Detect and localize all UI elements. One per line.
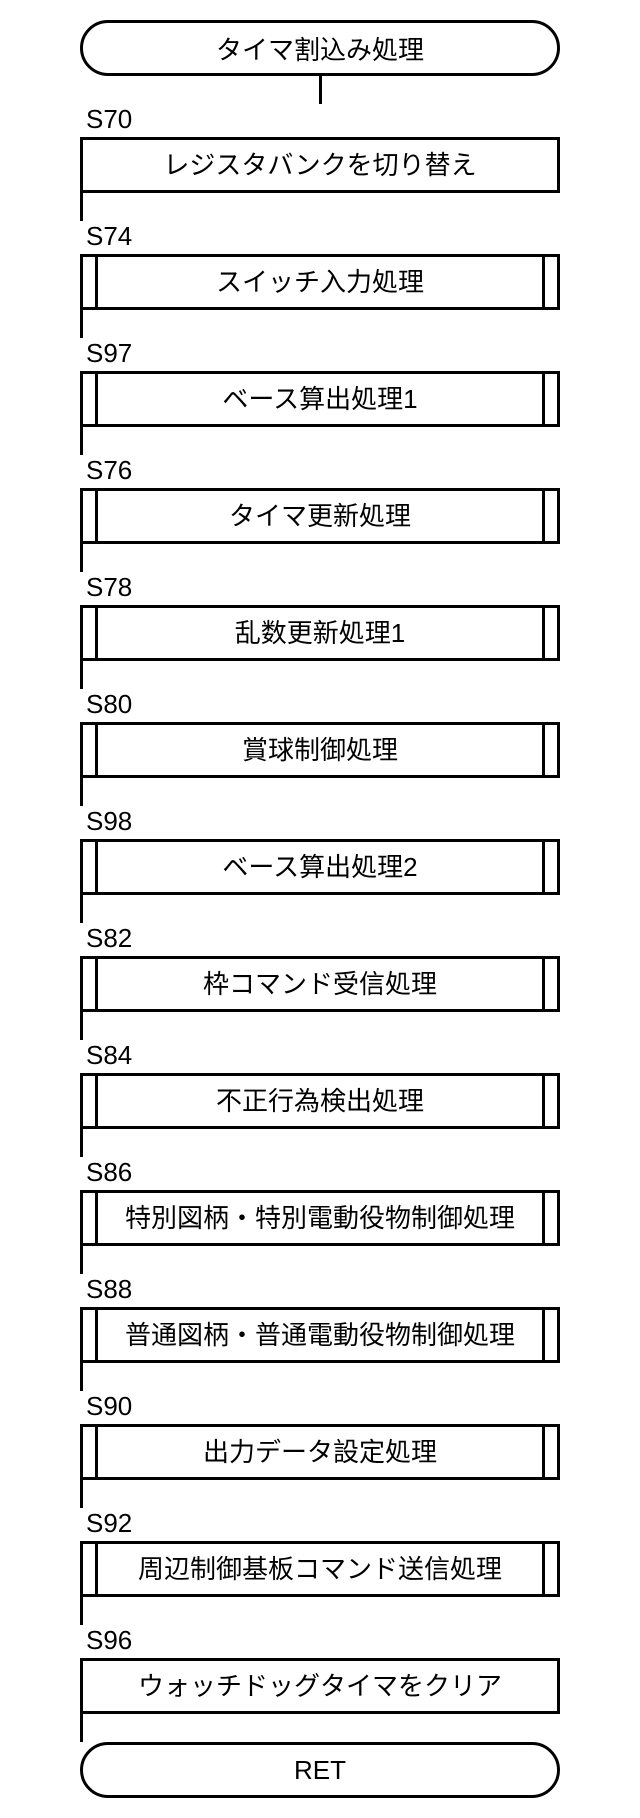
subroutine-box: 不正行為検出処理 <box>80 1073 560 1129</box>
step-label: 枠コマンド受信処理 <box>203 970 437 999</box>
subroutine-box: 特別図柄・特別電動役物制御処理 <box>80 1190 560 1246</box>
subroutine-box: 出力データ設定処理 <box>80 1424 560 1480</box>
step-id-label: S88 <box>80 1274 560 1305</box>
subroutine-box: スイッチ入力処理 <box>80 254 560 310</box>
step-group: S88 普通図柄・普通電動役物制御処理 <box>80 1274 560 1363</box>
connector <box>80 544 83 572</box>
terminator-end-label: RET <box>294 1755 346 1786</box>
step-id-label: S97 <box>80 338 560 369</box>
connector <box>80 310 83 338</box>
step-group: S98 ベース算出処理2 <box>80 806 560 895</box>
connector <box>80 427 83 455</box>
step-id-label: S98 <box>80 806 560 837</box>
step-id-label: S74 <box>80 221 560 252</box>
step-label: ウォッチドッグタイマをクリア <box>138 1672 502 1701</box>
connector <box>80 1597 83 1625</box>
connector <box>319 76 322 104</box>
step-id-label: S86 <box>80 1157 560 1188</box>
connector <box>80 193 83 221</box>
subroutine-box: 枠コマンド受信処理 <box>80 956 560 1012</box>
connector <box>80 1012 83 1040</box>
terminator-start-label: タイマ割込み処理 <box>216 30 424 67</box>
subroutine-box: 周辺制御基板コマンド送信処理 <box>80 1541 560 1597</box>
step-group: S70 レジスタバンクを切り替え <box>80 104 560 193</box>
process-box: レジスタバンクを切り替え <box>80 137 560 193</box>
step-label: タイマ更新処理 <box>229 502 411 531</box>
step-label: スイッチ入力処理 <box>216 268 424 297</box>
step-id-label: S90 <box>80 1391 560 1422</box>
step-id-label: S78 <box>80 572 560 603</box>
step-group: S74 スイッチ入力処理 <box>80 221 560 310</box>
step-label: ベース算出処理1 <box>222 385 417 414</box>
step-group: S90 出力データ設定処理 <box>80 1391 560 1480</box>
connector <box>80 1129 83 1157</box>
step-group: S96 ウォッチドッグタイマをクリア <box>80 1625 560 1714</box>
step-id-label: S92 <box>80 1508 560 1539</box>
step-group: S78 乱数更新処理1 <box>80 572 560 661</box>
step-label: 周辺制御基板コマンド送信処理 <box>138 1555 502 1584</box>
step-id-label: S76 <box>80 455 560 486</box>
step-group: S84 不正行為検出処理 <box>80 1040 560 1129</box>
subroutine-box: 賞球制御処理 <box>80 722 560 778</box>
subroutine-box: 乱数更新処理1 <box>80 605 560 661</box>
step-group: S76 タイマ更新処理 <box>80 455 560 544</box>
subroutine-box: ベース算出処理2 <box>80 839 560 895</box>
step-group: S82 枠コマンド受信処理 <box>80 923 560 1012</box>
connector <box>80 895 83 923</box>
subroutine-box: 普通図柄・普通電動役物制御処理 <box>80 1307 560 1363</box>
subroutine-box: ベース算出処理1 <box>80 371 560 427</box>
step-label: 普通図柄・普通電動役物制御処理 <box>125 1321 515 1350</box>
connector <box>80 1480 83 1508</box>
step-id-label: S96 <box>80 1625 560 1656</box>
step-group: S86 特別図柄・特別電動役物制御処理 <box>80 1157 560 1246</box>
step-group: S97 ベース算出処理1 <box>80 338 560 427</box>
step-label: 特別図柄・特別電動役物制御処理 <box>125 1204 515 1233</box>
step-id-label: S84 <box>80 1040 560 1071</box>
flowchart-container: タイマ割込み処理 S70 レジスタバンクを切り替え S74 スイッチ入力処理 S97 ベー… <box>20 20 620 1798</box>
step-id-label: S80 <box>80 689 560 720</box>
step-label: ベース算出処理2 <box>222 853 417 882</box>
step-label: 不正行為検出処理 <box>216 1087 424 1116</box>
step-id-label: S70 <box>80 104 560 135</box>
subroutine-box: タイマ更新処理 <box>80 488 560 544</box>
step-group: S92 周辺制御基板コマンド送信処理 <box>80 1508 560 1597</box>
step-group: S80 賞球制御処理 <box>80 689 560 778</box>
connector <box>80 1363 83 1391</box>
terminator-end: RET <box>80 1742 560 1798</box>
step-id-label: S82 <box>80 923 560 954</box>
step-label: 乱数更新処理1 <box>235 619 405 648</box>
terminator-start: タイマ割込み処理 <box>80 20 560 76</box>
step-label: レジスタバンクを切り替え <box>163 151 476 180</box>
connector <box>80 661 83 689</box>
connector <box>80 1714 83 1742</box>
connector <box>80 1246 83 1274</box>
step-label: 賞球制御処理 <box>242 736 398 765</box>
step-label: 出力データ設定処理 <box>203 1438 437 1467</box>
connector <box>80 778 83 806</box>
process-box: ウォッチドッグタイマをクリア <box>80 1658 560 1714</box>
